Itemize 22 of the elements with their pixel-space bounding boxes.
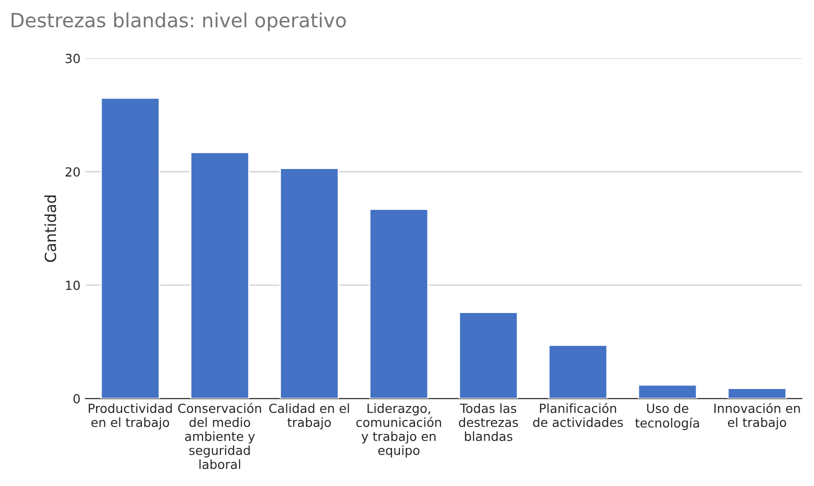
y-tick-label: 10 [66, 280, 80, 290]
bar [190, 152, 250, 399]
bar [100, 97, 160, 399]
x-tick-label: Planificación de actividades [533, 402, 623, 428]
x-tick-label: Innovación en el trabajo [714, 402, 800, 430]
y-axis-title: Cantidad [44, 195, 56, 262]
x-tick-label: Productividad en el trabajo [88, 403, 172, 430]
x-tick-label: Calidad en el trabajo [269, 403, 349, 430]
y-tick-label: 20 [66, 167, 80, 177]
x-tick-label: Conservación del medio ambiente y seguridad laboral [178, 402, 262, 470]
bar [727, 388, 787, 399]
bar [638, 384, 698, 399]
y-tick-label: 30 [66, 54, 80, 64]
bar [369, 208, 429, 399]
x-tick-label: Uso de tecnología [635, 403, 699, 430]
x-tick-label: Todas las destrezas blandas [458, 403, 518, 442]
bar [458, 312, 518, 399]
bar [280, 168, 340, 399]
bar [548, 344, 608, 399]
chart-title: Destrezas blandas: nivel operativo [12, 12, 346, 32]
y-tick-label: 0 [73, 394, 80, 404]
x-tick-label: Liderazgo, comunicación y trabajo en equipo [356, 403, 442, 458]
